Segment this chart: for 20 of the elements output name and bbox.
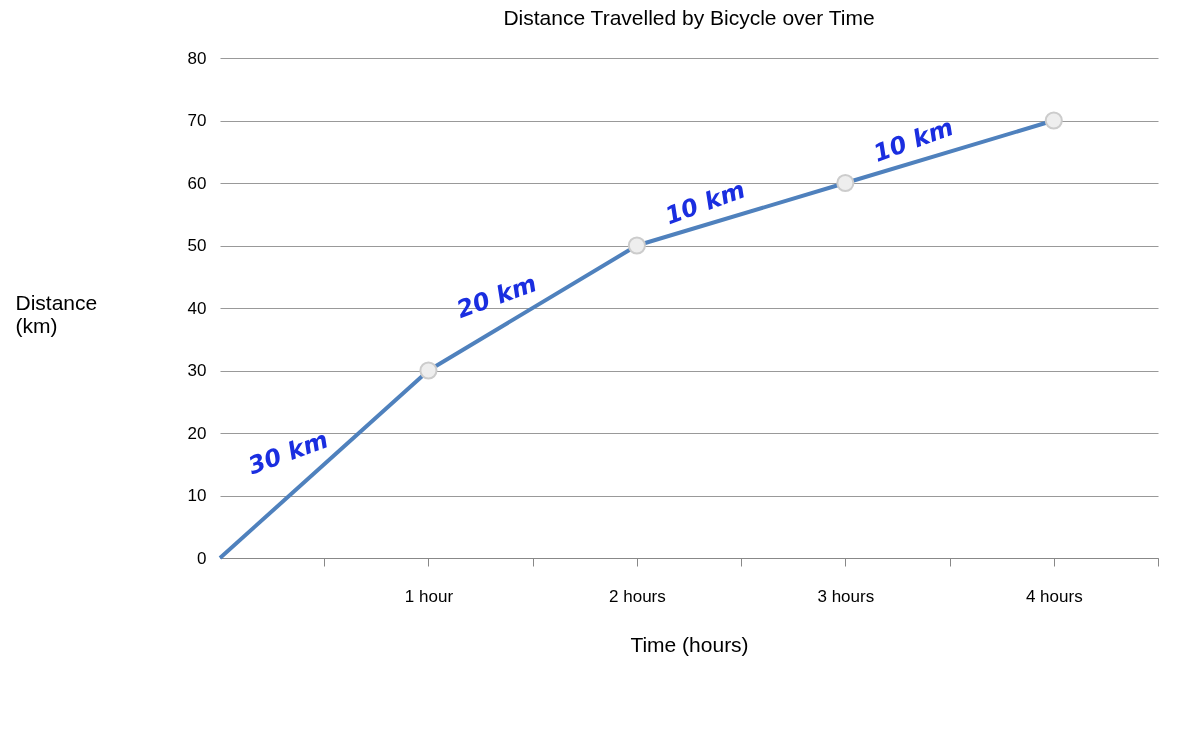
x-tick-label: 4 hours <box>1025 586 1083 606</box>
annotation: 10 km <box>661 175 749 231</box>
y-axis-title: Distance (km) <box>15 290 98 337</box>
y-tick-label: 10 <box>187 486 207 505</box>
y-tick-label: 50 <box>187 236 207 255</box>
annotation: 10 km <box>869 113 958 168</box>
y-tick-label: 80 <box>187 48 207 68</box>
y-tick-label: 40 <box>187 298 207 318</box>
y-tick-label: 70 <box>187 111 207 130</box>
annotation: 20 km <box>452 269 541 324</box>
annotation: 30 km <box>244 425 332 481</box>
chart-title: Distance Travelled by Bicycle over Time <box>503 6 875 29</box>
x-tick-label: 3 hours <box>817 586 875 606</box>
x-tick-label: 1 hour <box>404 586 454 606</box>
x-tick-label: 2 hours <box>609 586 666 606</box>
y-tick-label: 30 <box>187 361 207 380</box>
y-tick-label: 0 <box>197 548 207 568</box>
y-tick-label: 60 <box>187 173 207 193</box>
x-axis-title: Time (hours) <box>630 632 749 656</box>
y-tick-label: 20 <box>187 423 207 443</box>
